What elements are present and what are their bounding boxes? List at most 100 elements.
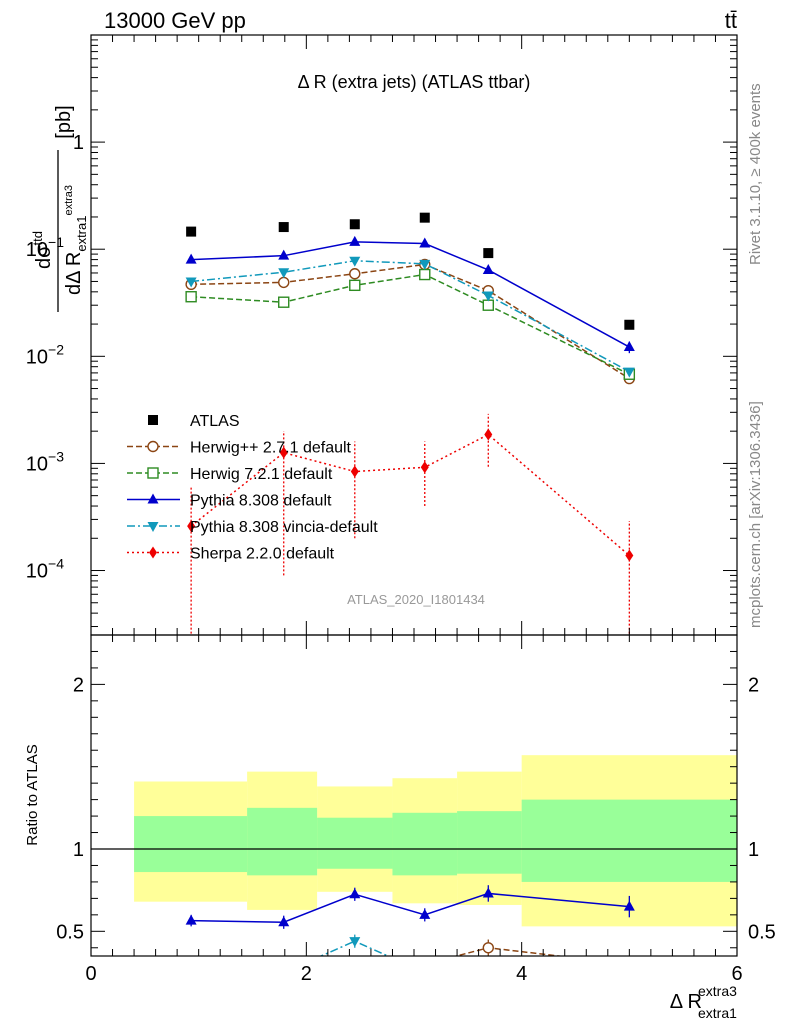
data-point: [278, 222, 289, 233]
data-point: [483, 248, 494, 259]
legend-marker: [147, 467, 159, 479]
main-axes: 110−110−210−310−4: [26, 34, 738, 636]
series-sherpa-2-2-0-default: [187, 413, 634, 635]
data-point: [624, 319, 635, 330]
watermark: ATLAS_2020_I1801434: [347, 592, 485, 607]
x-axis-label: Δ R extra3 extra1: [670, 983, 737, 1021]
data-point: [185, 291, 197, 303]
series-pythia-8-308-vincia-default: [185, 256, 635, 378]
ratio-point: [349, 888, 361, 899]
data-point: [349, 219, 360, 230]
ratio-y-tick-label-right: 0.5: [748, 921, 776, 943]
y-tick-label: 1: [73, 132, 84, 154]
x-tick-label: 2: [301, 963, 312, 985]
ratio-point: [278, 916, 290, 927]
data-point: [482, 299, 494, 311]
data-point: [482, 291, 494, 302]
data-point: [482, 263, 494, 274]
series-atlas: [186, 212, 635, 330]
legend-entry: Herwig 7.2.1 default: [127, 466, 333, 483]
axes-frame: [90, 34, 738, 636]
data-point: [623, 341, 635, 352]
data-point: [278, 296, 290, 308]
y-tick-label: 10−3: [26, 448, 64, 475]
uncertainty-band-inner: [134, 816, 248, 873]
data-point: [185, 253, 197, 264]
main-panel: Δ R (extra jets) (ATLAS ttbar) ATLAS_202…: [26, 34, 738, 636]
ratio-y-tick-label: 2: [73, 674, 84, 696]
legend: ATLAS Herwig++ 2.7.1 default Herwig 7.2.1 …: [127, 413, 378, 563]
series-pythia-8-308-default: [185, 235, 635, 354]
ratio-y-tick-label: 1: [73, 839, 84, 861]
ratio-point: [482, 942, 494, 954]
svg-text:dΔ Rextra1extra3: dΔ Rextra1extra3: [63, 185, 89, 295]
svg-text:Δ R: Δ R: [670, 991, 702, 1013]
series-line: [191, 241, 630, 348]
main-title: Δ R (extra jets) (ATLAS ttbar): [298, 72, 531, 92]
legend-label: Herwig++ 2.7.1 default: [190, 440, 352, 457]
ratio-panel: 0.5 0.5 1 1 2 2 0 2 4 6 Ratio to ATLAS Δ R extra3…: [24, 634, 776, 1021]
ratio-y-tick-label-right: 2: [748, 674, 759, 696]
uncertainty-band-inner: [317, 817, 393, 869]
series-line: [191, 263, 630, 380]
mcplots-label: mcplots.cern.ch [arXiv:1306.3436]: [747, 401, 764, 628]
legend-label: ATLAS: [190, 413, 240, 430]
beam-label: 13000 GeV pp: [104, 8, 246, 33]
data-point: [185, 277, 197, 288]
data-point: [419, 268, 431, 281]
data-point: [278, 249, 290, 260]
data-point: [278, 268, 290, 279]
data-point: [623, 367, 635, 378]
series-line: [191, 260, 630, 373]
ratio-point: [419, 908, 431, 919]
svg-text:[pb]: [pb]: [53, 105, 75, 138]
ratio-series-pythia-8-308-vincia-default: [319, 934, 390, 956]
uncertainty-band-inner: [457, 811, 522, 874]
ratio-point: [623, 900, 635, 911]
data-point: [625, 549, 634, 562]
ratio-axes: 0.5 0.5 1 1 2 2 0 2 4 6: [56, 634, 776, 985]
legend-marker: [147, 522, 159, 532]
data-point: [420, 461, 429, 474]
legend-entry: Herwig++ 2.7.1 default: [127, 440, 352, 457]
data-point: [186, 226, 197, 237]
legend-entry: Pythia 8.308 default: [127, 493, 332, 510]
legend-entry: ATLAS: [148, 413, 240, 430]
data-point: [349, 279, 361, 292]
data-point: [187, 520, 196, 533]
legend-marker: [147, 493, 159, 504]
ratio-point: [349, 937, 361, 948]
ratio-series-herwig-2-7-1-default: [453, 939, 566, 956]
data-point: [349, 235, 361, 246]
data-point: [484, 428, 493, 441]
series-line: [190, 433, 630, 557]
svg-text:extra3: extra3: [698, 983, 737, 999]
x-tick-label: 6: [731, 963, 742, 985]
legend-marker: [149, 546, 157, 559]
ratio-y-tick-label: 0.5: [56, 921, 84, 943]
ratio-y-label: Ratio to ATLAS: [24, 744, 41, 845]
ratio-series-pythia-8-308-default: [185, 885, 635, 929]
ratio-line: [191, 892, 630, 924]
legend-label: Sherpa 2.2.0 default: [190, 546, 335, 563]
series-herwig-7-2-1-default: [185, 268, 636, 380]
series-line: [191, 273, 630, 375]
legend-label: Herwig 7.2.1 default: [190, 466, 333, 483]
data-point: [419, 212, 430, 223]
process-label: tt̄: [725, 8, 737, 33]
series-herwig-2-7-1-default: [185, 258, 636, 385]
rivet-label: Rivet 3.1.10, ≥ 400k events: [747, 83, 764, 265]
legend-entry: Sherpa 2.2.0 default: [127, 546, 335, 563]
uncertainty-band-inner: [521, 799, 737, 882]
legend-entry: Pythia 8.308 vincia-default: [127, 519, 378, 536]
x-tick-label: 4: [516, 963, 527, 985]
legend-marker: [148, 415, 158, 425]
y-tick-label: 10−4: [26, 556, 64, 583]
uncertainty-band-inner: [392, 812, 458, 876]
svg-text:extra1: extra1: [698, 1005, 737, 1021]
data-point: [350, 465, 359, 478]
data-point: [349, 268, 361, 280]
y-tick-label: 10−2: [26, 341, 64, 368]
data-point: [419, 259, 431, 270]
